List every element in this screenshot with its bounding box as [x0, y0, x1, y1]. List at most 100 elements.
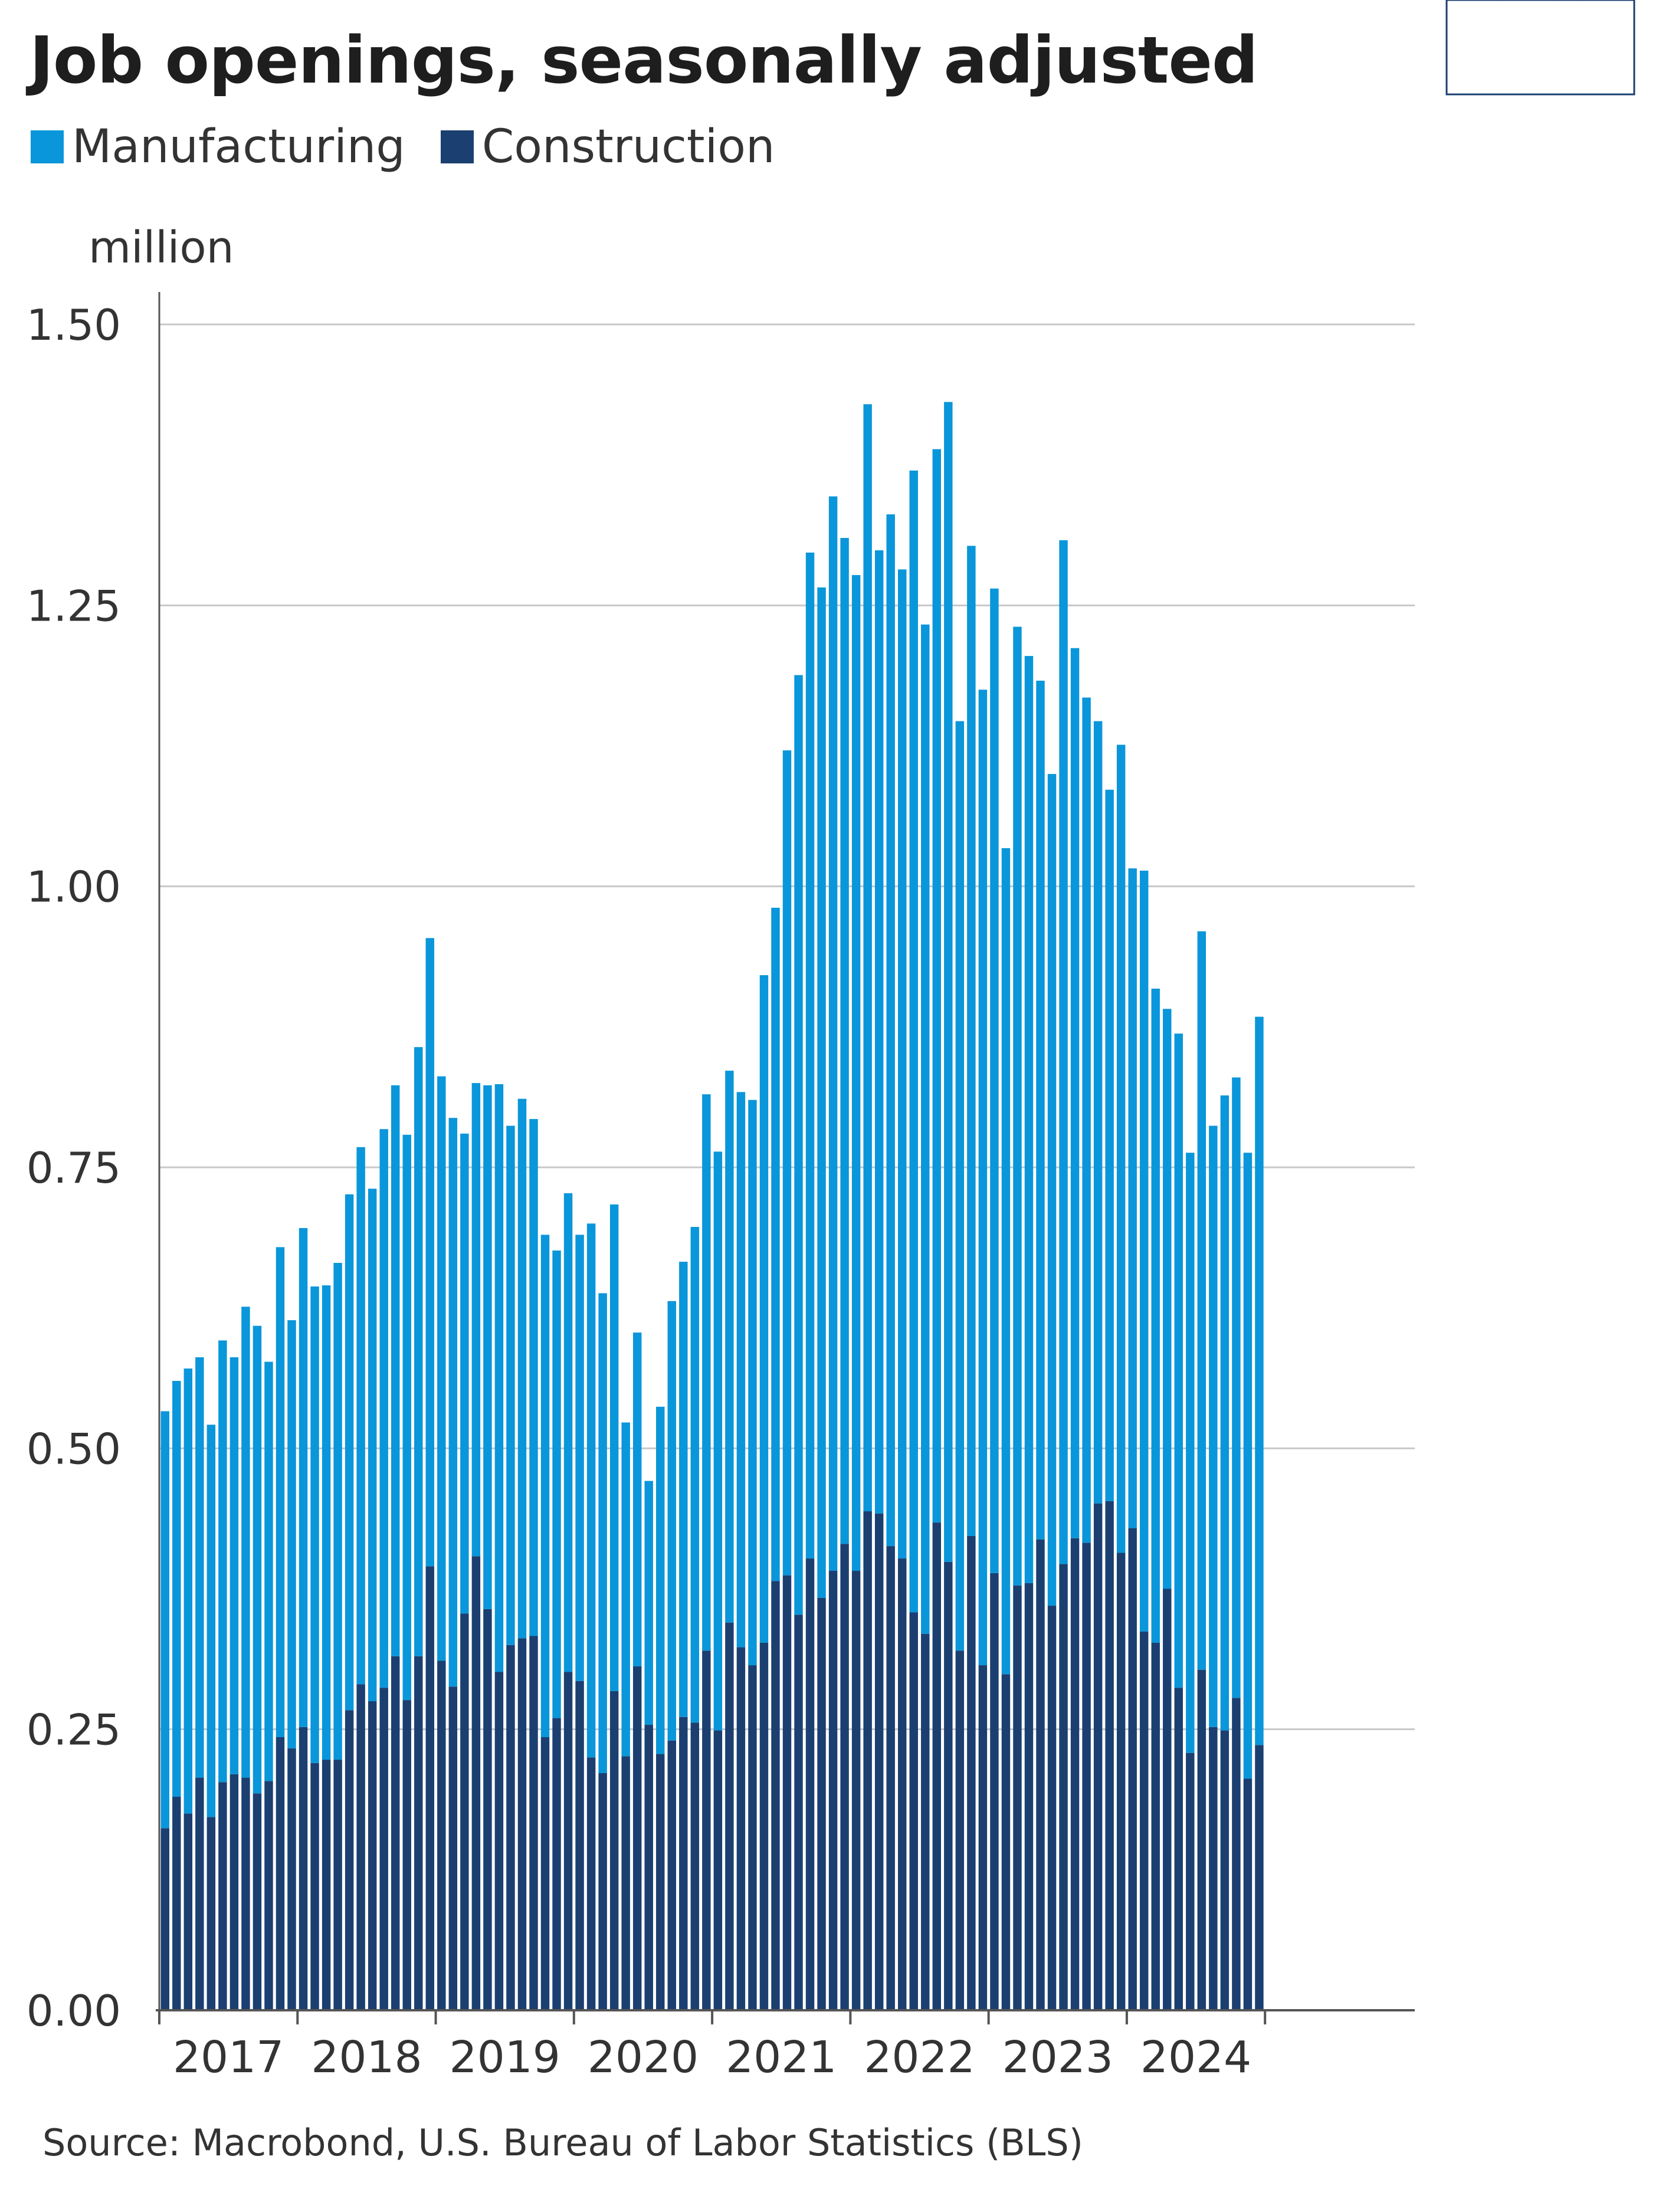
bar-manufacturing: [448, 1118, 458, 1687]
bar-construction: [206, 1817, 216, 2010]
bar-manufacturing: [1013, 626, 1022, 1586]
bar-manufacturing: [229, 1357, 239, 1774]
bar-construction: [448, 1686, 458, 2010]
bar-manufacturing: [863, 404, 872, 1512]
bar-manufacturing: [1001, 848, 1011, 1675]
bar-construction: [1220, 1730, 1230, 2010]
bar-construction: [1163, 1589, 1172, 2010]
bar-manufacturing: [414, 1047, 423, 1656]
bar-manufacturing: [990, 588, 999, 1573]
bar-construction: [1047, 1606, 1057, 2010]
x-tick-label: 2017: [173, 2032, 284, 2083]
bar-manufacturing: [828, 496, 838, 1571]
bar-construction: [1105, 1501, 1114, 2010]
callout-construction-text: 236000: [1460, 0, 1622, 10]
bar-manufacturing: [609, 1204, 619, 1691]
bar-manufacturing: [460, 1133, 469, 1614]
bar-construction: [1139, 1631, 1149, 2010]
bar-construction: [656, 1754, 665, 2010]
bar-manufacturing: [955, 721, 965, 1651]
bar-construction: [1186, 1752, 1195, 2010]
bar-manufacturing: [494, 1084, 504, 1672]
bar-manufacturing: [172, 1381, 181, 1797]
bar-manufacturing: [1151, 989, 1160, 1643]
bar-construction: [460, 1613, 469, 2010]
bar-construction: [218, 1782, 227, 2010]
bar-manufacturing: [276, 1247, 285, 1738]
bar-manufacturing: [1093, 721, 1103, 1504]
bar-construction: [402, 1700, 411, 2010]
bar-construction: [172, 1796, 181, 2010]
bar-construction: [229, 1774, 239, 2010]
bar-construction: [990, 1573, 999, 2010]
bar-construction: [921, 1633, 930, 2010]
bar-manufacturing: [1036, 680, 1045, 1540]
bar-manufacturing: [1105, 789, 1114, 1501]
bar-manufacturing: [506, 1125, 515, 1645]
bar-manufacturing: [1116, 744, 1126, 1553]
bar-manufacturing: [886, 514, 895, 1547]
x-tick-label: 2019: [450, 2032, 560, 2083]
bar-construction: [264, 1781, 273, 2010]
bar-construction: [1197, 1669, 1206, 2010]
bar-manufacturing: [195, 1357, 204, 1778]
legend-swatch-construction: [440, 130, 474, 163]
bar-construction: [978, 1665, 988, 2010]
bar-construction: [955, 1650, 965, 2010]
bar-manufacturing: [967, 546, 976, 1536]
bar-manufacturing: [921, 624, 930, 1634]
bar-manufacturing: [1243, 1153, 1253, 1779]
y-tick-label: 0.25: [27, 1705, 121, 1755]
bar-construction: [287, 1748, 296, 2010]
bar-manufacturing: [1209, 1125, 1218, 1727]
bar-construction: [160, 1828, 169, 2010]
bar-construction: [898, 1558, 907, 2010]
bar-construction: [253, 1793, 262, 2010]
bar-construction: [1232, 1698, 1241, 2010]
bar-manufacturing: [1232, 1077, 1241, 1698]
bar-manufacturing: [667, 1301, 676, 1741]
bar-construction: [932, 1522, 942, 2010]
bar-construction: [794, 1614, 803, 2010]
bar-construction: [886, 1546, 895, 2010]
bar-construction: [276, 1737, 285, 2010]
bar-construction: [414, 1656, 423, 2010]
bar-manufacturing: [1047, 774, 1057, 1606]
bar-construction: [322, 1760, 331, 2010]
bar-manufacturing: [978, 690, 988, 1666]
bar-manufacturing: [702, 1094, 711, 1651]
bar-manufacturing: [379, 1129, 388, 1688]
bar-construction: [471, 1556, 481, 2010]
x-tick-label: 2020: [588, 2032, 699, 2083]
bar-construction: [1116, 1553, 1126, 2010]
bar-manufacturing: [540, 1235, 550, 1738]
bar-manufacturing: [771, 907, 780, 1581]
bar-manufacturing: [322, 1285, 331, 1760]
bar-manufacturing: [425, 938, 435, 1567]
bar-manufacturing: [529, 1119, 538, 1636]
bar-construction: [1243, 1778, 1253, 2010]
bar-manufacturing: [840, 538, 849, 1544]
y-tick-label: 0.00: [27, 1986, 121, 2036]
bar-construction: [540, 1737, 550, 2010]
bar-construction: [391, 1656, 400, 2010]
bar-manufacturing: [621, 1422, 630, 1757]
bar-construction: [586, 1757, 596, 2010]
legend-label-construction: Construction: [481, 120, 775, 173]
bar-construction: [552, 1718, 561, 2010]
legend-swatch-manufacturing: [31, 130, 64, 163]
callout-construction-box: [1445, 0, 1635, 96]
bar-manufacturing: [218, 1340, 227, 1783]
bar-construction: [1093, 1503, 1103, 2010]
bar-construction: [333, 1760, 342, 2010]
y-tick-label: 1.00: [27, 862, 121, 912]
y-tick-label: 1.50: [27, 300, 121, 350]
axes: 0.00 0.25 0.50 0.75 1.00 1.25 1.50 2017 2018 2019…: [27, 292, 1415, 2083]
y-tick-label: 1.25: [27, 581, 121, 631]
bar-manufacturing: [782, 750, 792, 1576]
bar-construction: [1036, 1539, 1045, 2010]
bar-manufacturing: [1186, 1153, 1195, 1753]
bar-construction: [828, 1571, 838, 2010]
bar-manufacturing: [575, 1235, 584, 1681]
